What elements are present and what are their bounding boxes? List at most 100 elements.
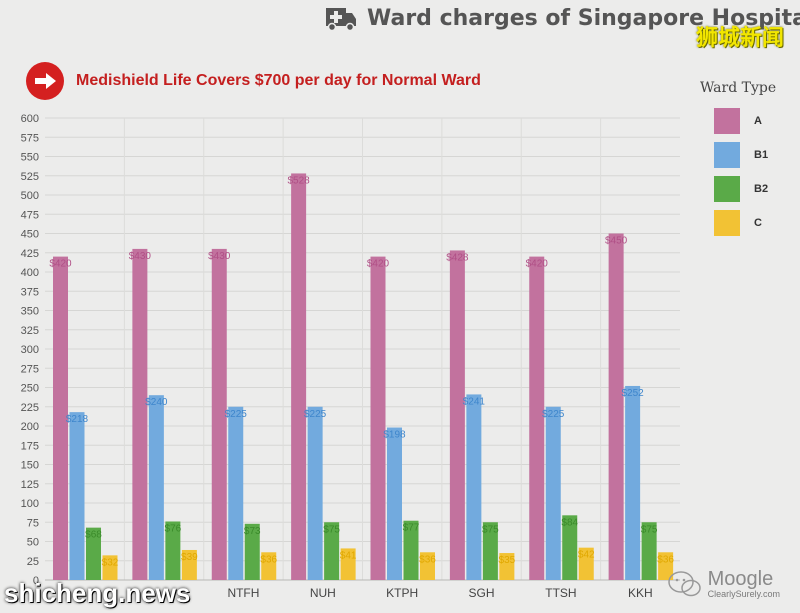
data-label: $73 [244, 526, 261, 537]
data-label: $75 [323, 524, 340, 535]
data-label: $450 [605, 236, 628, 247]
y-tick-label: 125 [21, 479, 39, 491]
data-label: $75 [482, 524, 499, 535]
y-tick-label: 500 [21, 190, 39, 202]
data-label: $75 [641, 524, 658, 535]
bar-ah-b1 [69, 412, 85, 580]
y-tick-label: 525 [21, 171, 39, 183]
bar-sgh-b1 [466, 394, 482, 580]
bar-ah-a [53, 256, 68, 580]
legend-item-a: A [700, 106, 790, 136]
bar-ah-c [102, 555, 118, 580]
bar-cgh-c [181, 549, 197, 580]
data-label: $252 [622, 388, 645, 399]
legend-swatch-b1 [714, 142, 740, 168]
bar-ntfh-c [261, 552, 277, 580]
bar-nuh-a [291, 173, 307, 580]
y-tick-label: 100 [21, 498, 39, 510]
data-label: $77 [403, 523, 420, 534]
bar-ttsh-c [578, 547, 594, 580]
data-label: $430 [129, 251, 152, 262]
chat-bubbles-icon [667, 571, 701, 597]
y-tick-label: 175 [21, 440, 39, 452]
info-banner: Medishield Life Covers $700 per day for … [26, 62, 481, 100]
y-tick-label: 475 [21, 209, 39, 221]
data-label: $420 [367, 259, 390, 270]
y-tick-label: 600 [21, 113, 39, 125]
x-tick-label: KKH [628, 586, 653, 600]
y-tick-label: 550 [21, 152, 39, 164]
legend-swatch-b2 [714, 176, 740, 202]
bar-ntfh-b2 [244, 523, 260, 580]
y-tick-label: 0 [33, 575, 39, 587]
data-label: $420 [526, 259, 549, 270]
bar-ktph-c [420, 552, 435, 580]
bar-ntfh-b1 [228, 406, 244, 580]
y-tick-label: 200 [21, 421, 39, 433]
data-label: $36 [260, 554, 277, 565]
y-tick-label: 50 [27, 537, 39, 549]
x-tick-label: KTPH [386, 586, 418, 600]
legend-title: Ward Type [700, 80, 777, 96]
bar-ttsh-b2 [562, 515, 578, 580]
y-tick-label: 300 [21, 344, 39, 356]
bar-cgh-b1 [148, 395, 164, 580]
x-tick-label: NUH [310, 586, 336, 600]
legend-item-b1: B1 [700, 140, 790, 170]
data-label: $84 [561, 517, 578, 528]
page-title: Ward charges of Singapore Hospitals [367, 5, 800, 31]
legend-item-c: C [700, 208, 790, 238]
x-tick-label: SGH [469, 586, 495, 600]
data-label: $41 [340, 550, 357, 561]
data-label: $68 [85, 530, 102, 541]
bar-ah-b2 [86, 527, 101, 580]
y-tick-label: 450 [21, 229, 39, 241]
data-label: $225 [542, 409, 565, 420]
bar-kkh-c [658, 552, 674, 580]
bar-sgh-b2 [482, 522, 498, 580]
brand-sub: ClearlySurely.com [707, 589, 780, 599]
brand-name: Moogle [707, 568, 774, 590]
data-label: $39 [181, 552, 198, 563]
bar-nuh-c [340, 548, 356, 580]
y-tick-label: 275 [21, 363, 39, 375]
bar-ttsh-a [529, 256, 545, 580]
y-tick-label: 25 [27, 556, 39, 568]
data-label: $35 [499, 555, 516, 566]
bar-nuh-b2 [324, 522, 340, 580]
y-tick-label: 350 [21, 306, 39, 318]
bar-nuh-b1 [307, 406, 323, 580]
y-tick-label: 425 [21, 248, 39, 260]
legend-label-b1: B1 [754, 149, 769, 161]
legend-item-b2: B2 [700, 174, 790, 204]
y-tick-label: 325 [21, 325, 39, 337]
bar-sgh-c [499, 553, 515, 580]
legend-swatch-a [714, 108, 740, 134]
legend-swatch-c [714, 210, 740, 236]
data-label: $32 [102, 557, 119, 568]
y-tick-label: 225 [21, 402, 39, 414]
bar-ntfh-a [211, 248, 227, 580]
y-tick-label: 400 [21, 267, 39, 279]
data-label: $430 [208, 251, 231, 262]
x-tick-label: NTFH [227, 586, 259, 600]
x-tick-label: TTSH [545, 586, 576, 600]
y-tick-label: 75 [27, 517, 39, 529]
bar-kkh-b2 [641, 522, 657, 580]
data-label: $42 [578, 550, 595, 561]
data-label: $428 [446, 252, 469, 263]
data-label: $36 [419, 554, 436, 565]
data-label: $420 [49, 259, 72, 270]
watermark-bottom: shicheng.news [4, 578, 191, 608]
bar-kkh-a [608, 233, 624, 580]
data-label: $241 [463, 396, 486, 407]
bar-kkh-b1 [625, 385, 641, 580]
bar-ktph-b1 [387, 427, 402, 580]
y-tick-label: 375 [21, 286, 39, 298]
watermark-top: 狮城新闻 [695, 25, 784, 50]
data-label: $240 [145, 397, 168, 408]
data-label: $225 [225, 409, 248, 420]
bar-ttsh-b1 [545, 406, 561, 580]
brand-logo: Moogle ClearlySurely.com [667, 568, 780, 599]
